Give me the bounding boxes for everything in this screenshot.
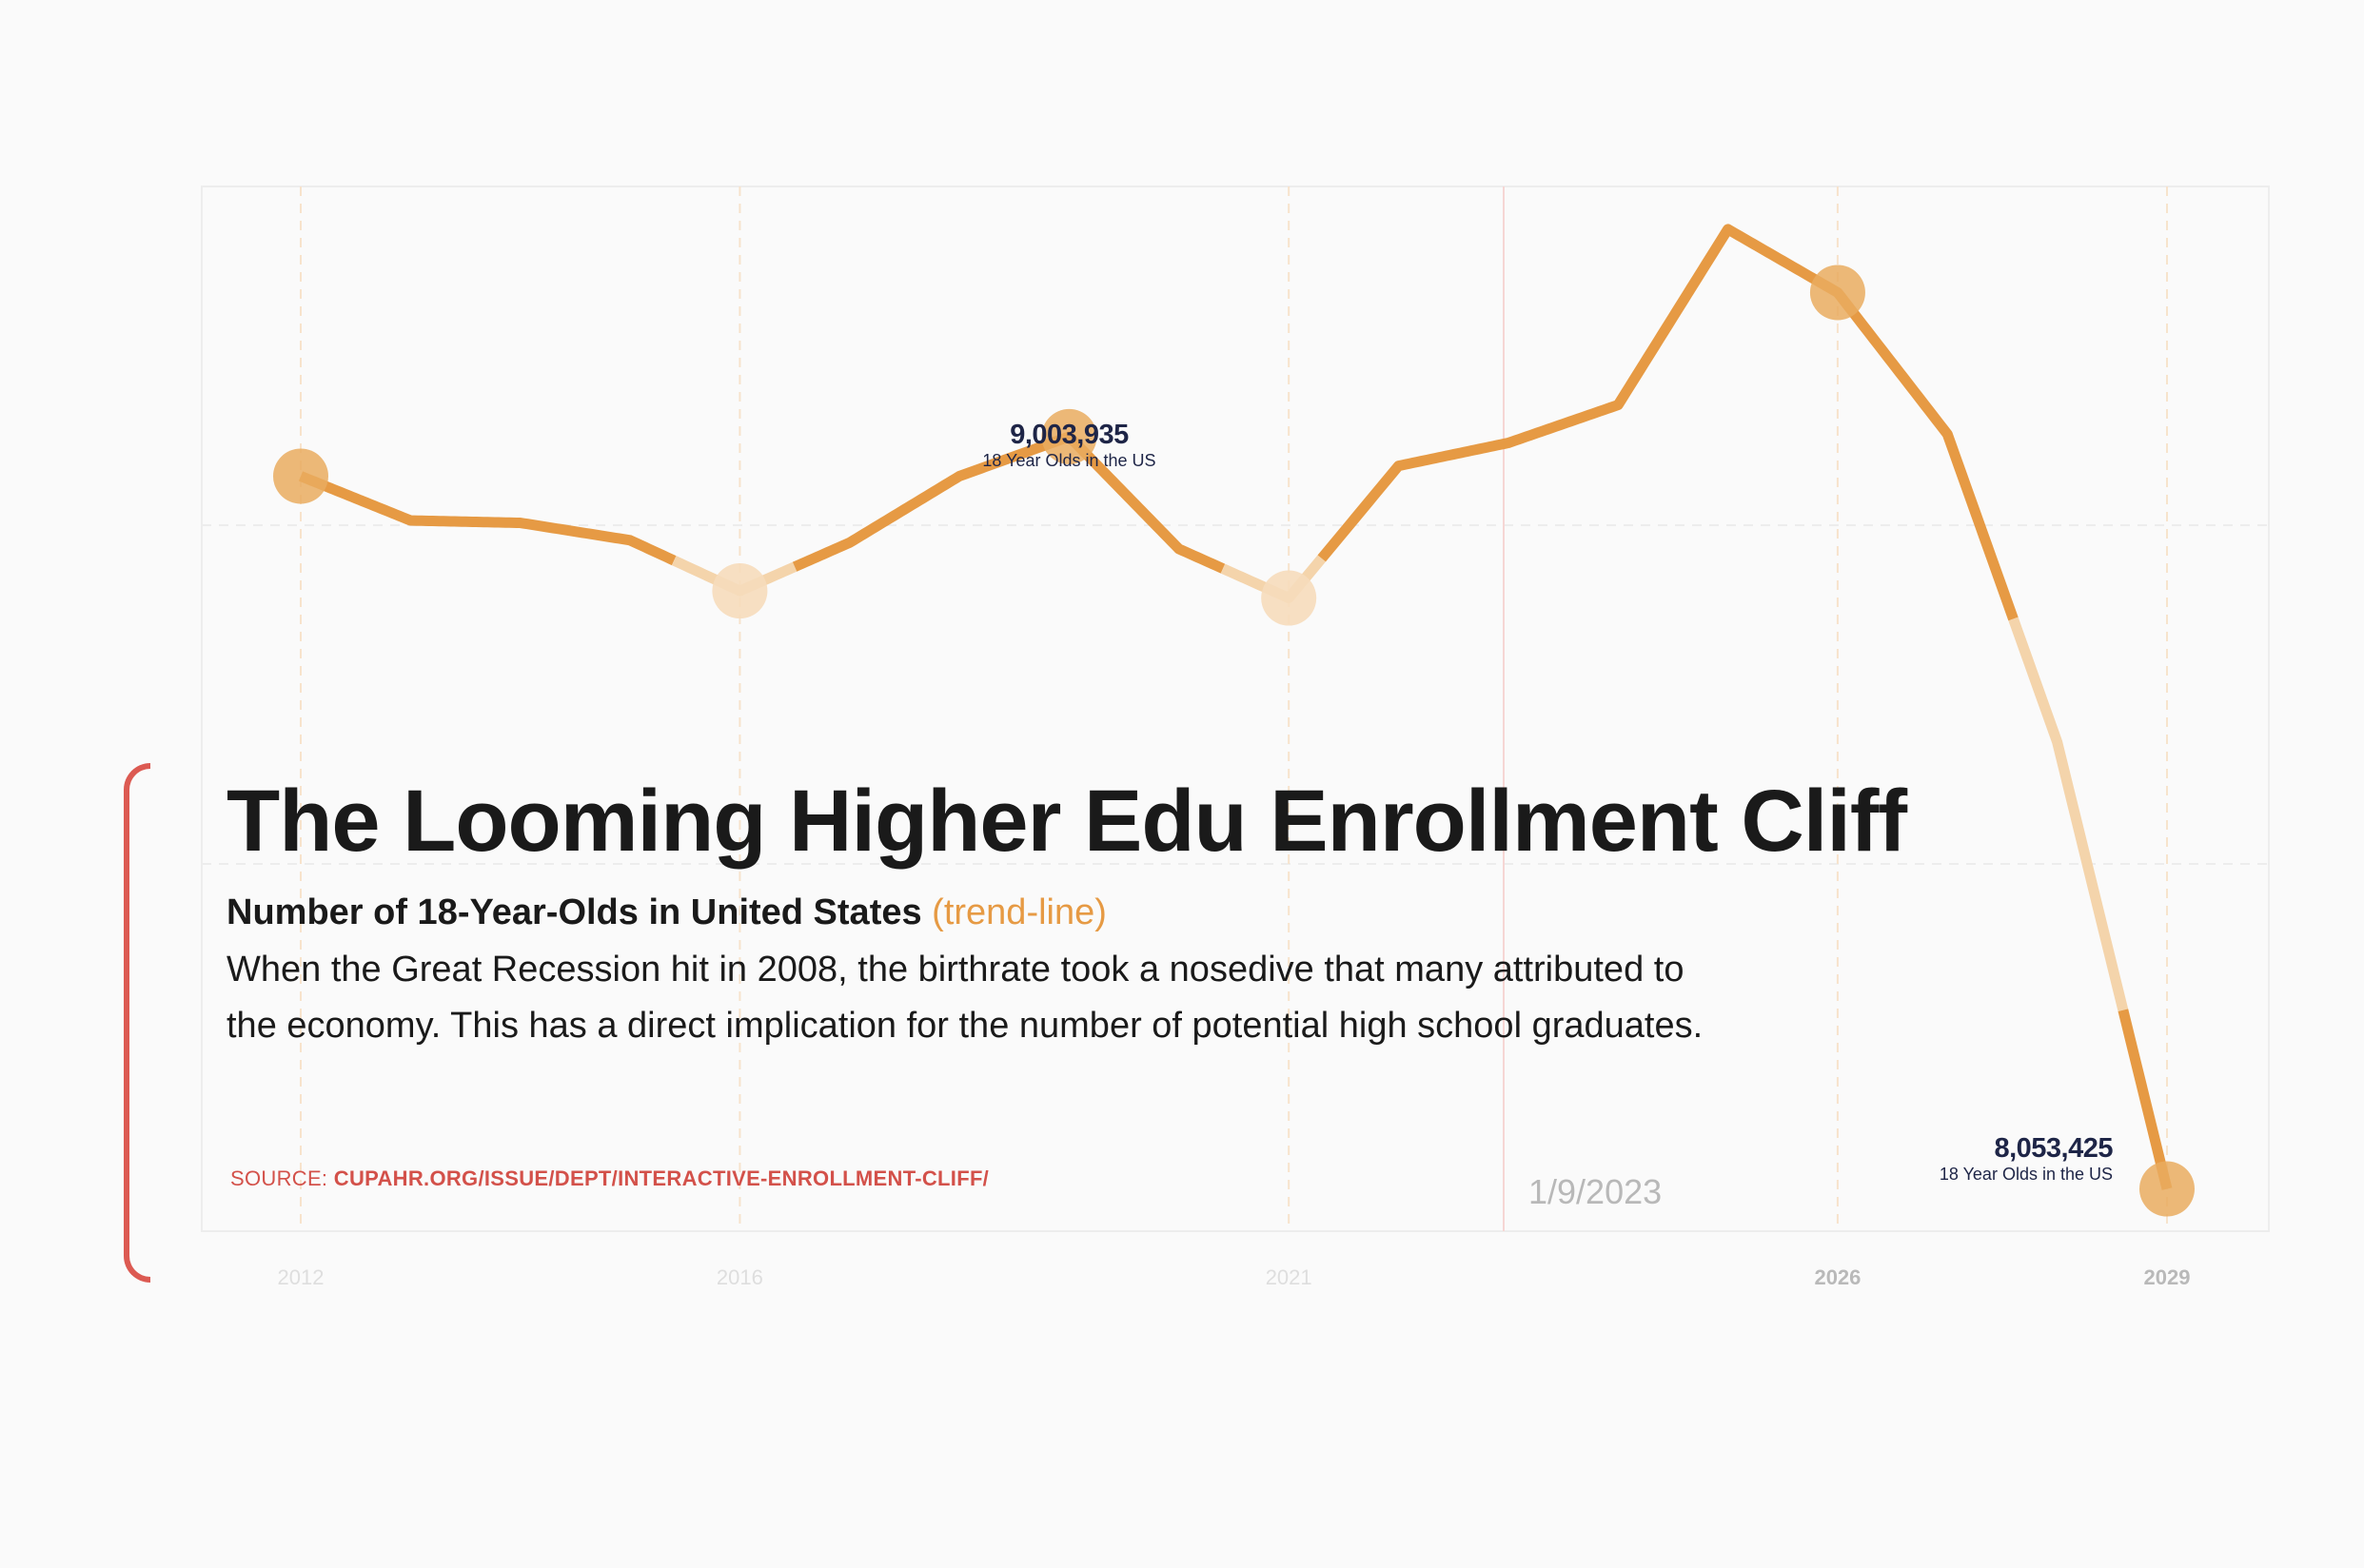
annotation-text: 18 Year Olds in the US (1940, 1165, 2113, 1184)
data-point-marker (712, 563, 768, 619)
trend-line-segment (1317, 224, 2019, 621)
x-axis-ticks: 2012 2016 2021 2026 2029 (278, 1265, 2191, 1289)
data-point-marker (1809, 265, 1865, 321)
trend-line-segment (298, 471, 677, 566)
x-tick-label: 2029 (2144, 1265, 2191, 1289)
annotation-value: 8,053,425 (1994, 1133, 2113, 1164)
trend-line (298, 224, 2173, 1190)
grid (201, 186, 2270, 1232)
data-point-marker (1261, 570, 1317, 626)
x-tick-label: 2012 (278, 1265, 325, 1289)
data-point-marker (2139, 1161, 2195, 1217)
plot-frame (201, 186, 2270, 1232)
data-point-marker (1041, 408, 1097, 464)
trend-line-segment-faded (2008, 617, 2129, 1012)
trend-line-segment (792, 431, 1226, 574)
x-tick-label: 2021 (1266, 1265, 1312, 1289)
annotation-value: 9,003,935 (1010, 420, 1129, 450)
annotation-text: 18 Year Olds in the US (982, 451, 1155, 470)
x-tick-label: 2026 (1814, 1265, 1861, 1289)
x-tick-label: 2016 (717, 1265, 763, 1289)
markers (273, 265, 2195, 1217)
data-point-marker (273, 448, 328, 504)
trend-line-segment (2118, 1009, 2173, 1190)
